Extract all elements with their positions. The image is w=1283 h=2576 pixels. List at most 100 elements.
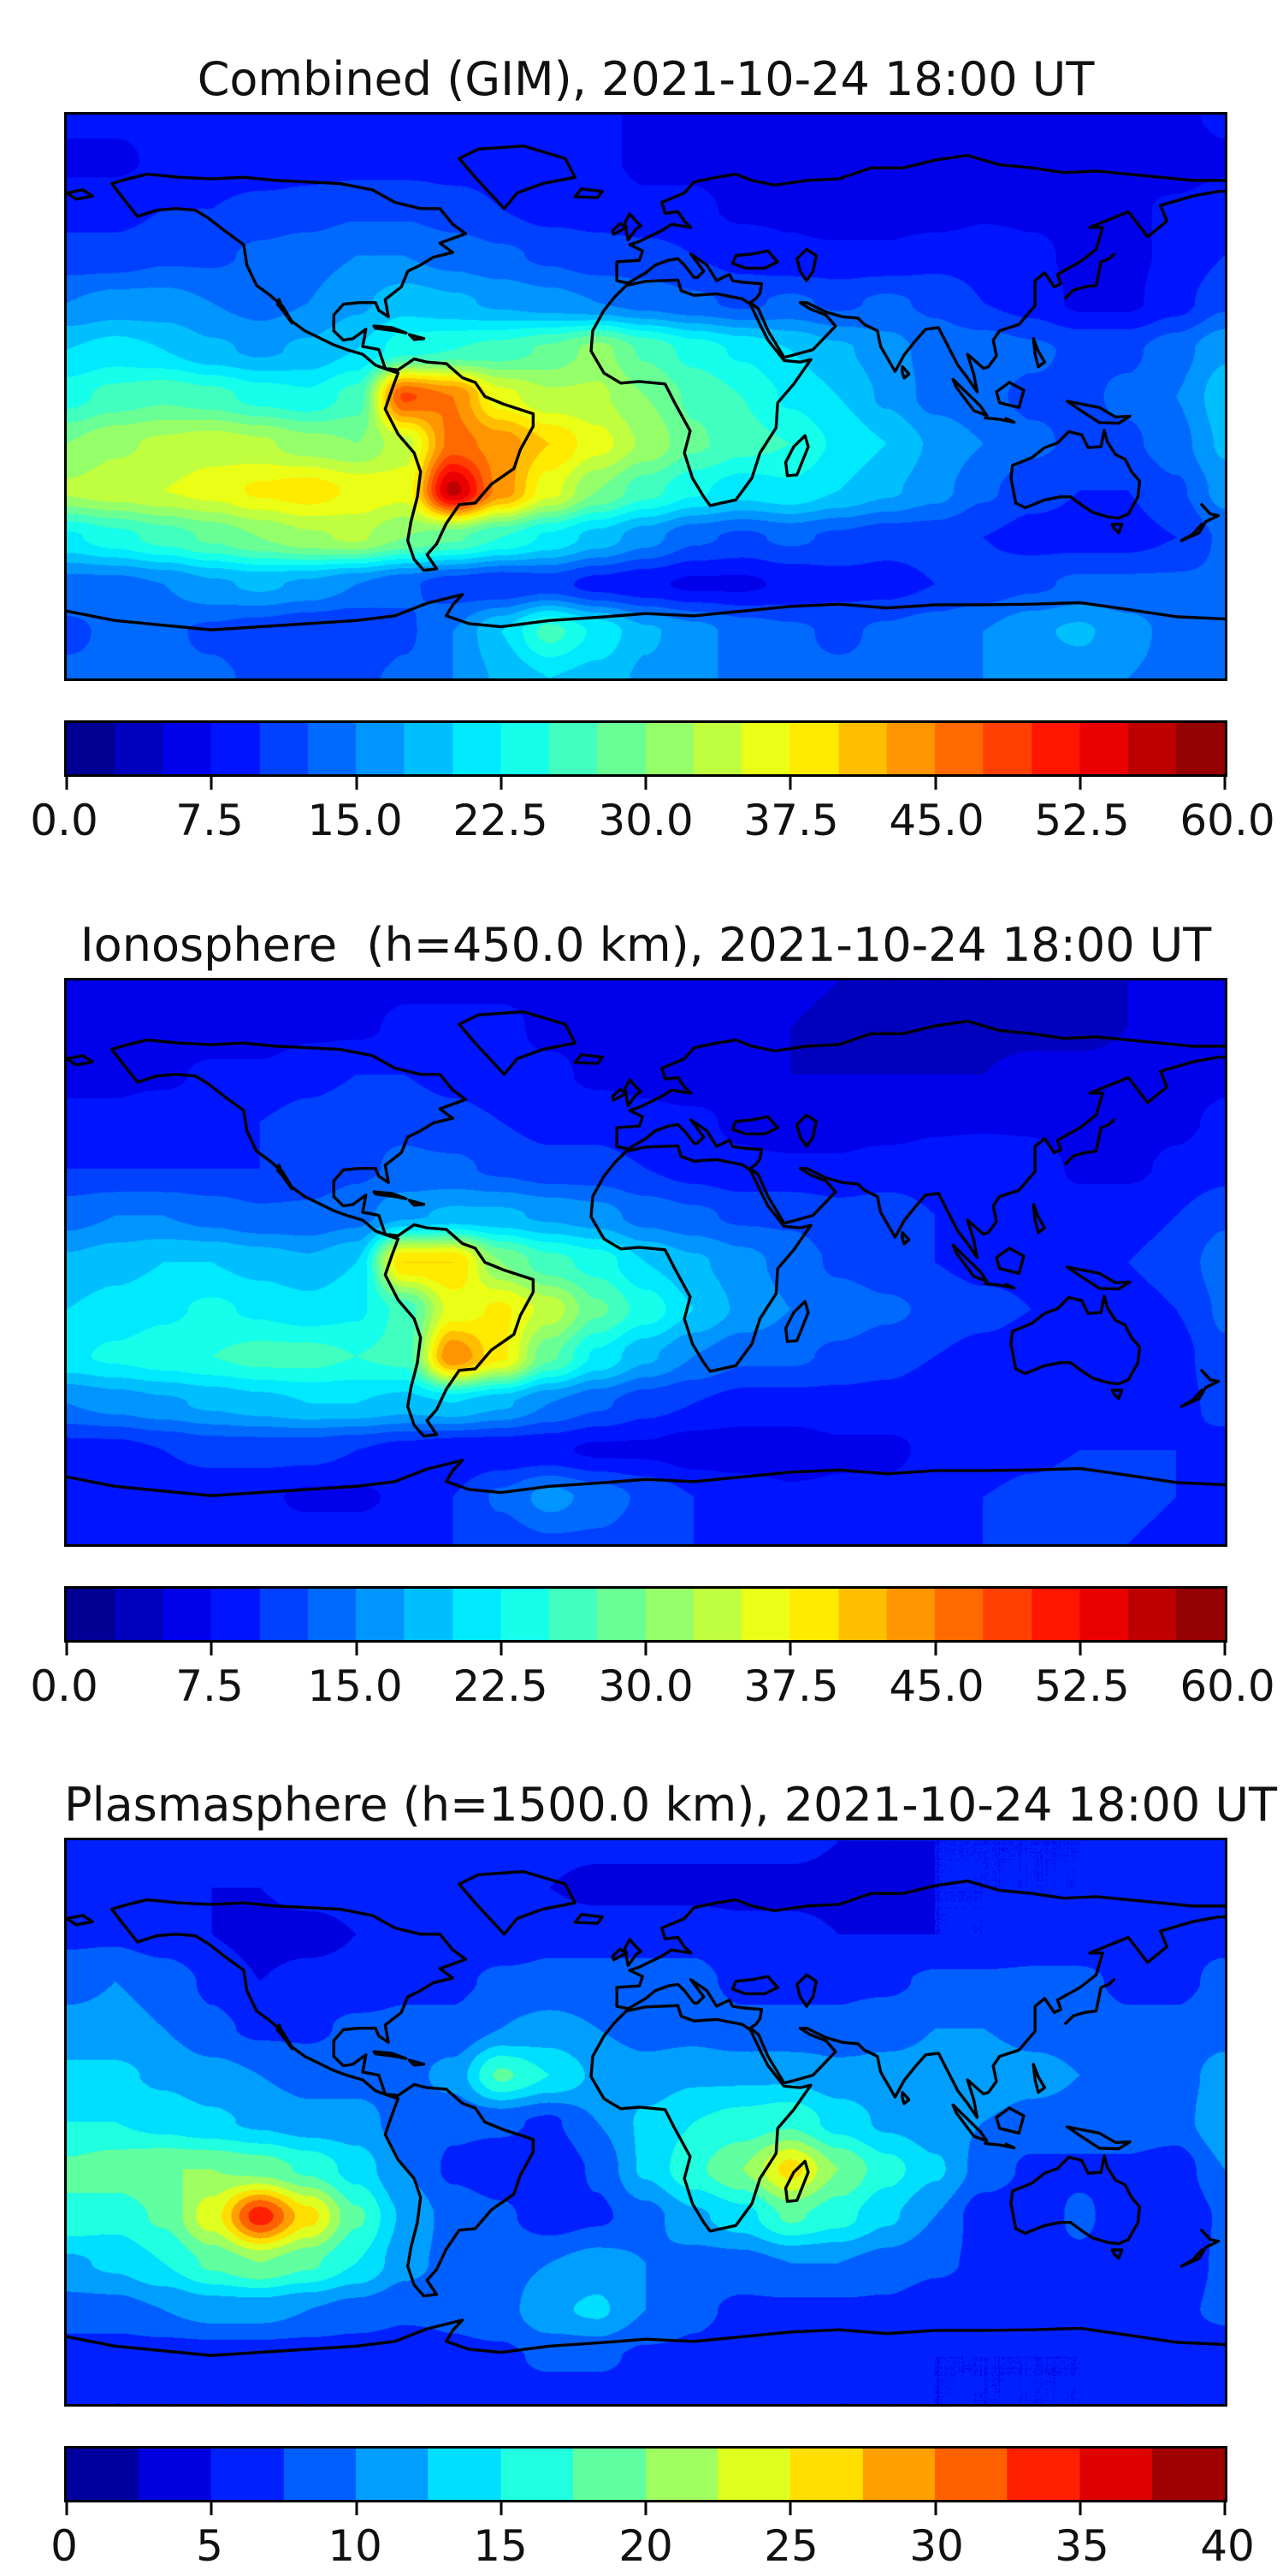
colorbar-tick-label: 0 — [50, 2521, 78, 2571]
coastline-path — [575, 1915, 602, 1923]
coastline-path — [591, 280, 811, 506]
coastline-path — [996, 382, 1024, 407]
coastline-path — [612, 223, 626, 234]
colorbar-tick-label: 0.0 — [30, 796, 98, 845]
colorbar-tick-label: 25 — [764, 2521, 819, 2571]
colorbar-tick-label: 45.0 — [889, 796, 984, 845]
colorbar-tick — [934, 777, 937, 790]
colorbar-tick-label: 7.5 — [175, 1661, 244, 1711]
colorbar-tick — [644, 1643, 647, 1655]
coastline-path — [1011, 1296, 1139, 1384]
coastline-path — [277, 1165, 292, 1188]
coastline-path — [902, 1233, 909, 1244]
colorbar-tick-label: 60.0 — [1180, 796, 1275, 845]
coastline-path — [1033, 1205, 1044, 1233]
coastline-path — [591, 2005, 811, 2231]
coastline-path — [733, 1976, 778, 1993]
colorbar-tick-label: 30 — [909, 2521, 964, 2571]
colorbar-tick-label: 15.0 — [307, 1661, 403, 1711]
coastline-path — [797, 1115, 817, 1146]
colorbar-tick — [1223, 777, 1227, 790]
coastline-path — [797, 249, 817, 281]
colorbar-tick-label: 37.5 — [743, 1661, 839, 1711]
colorbar-tick — [500, 2502, 503, 2515]
coastline-path — [612, 1089, 626, 1099]
coastline-path — [797, 1975, 817, 2006]
colorbar-tick-label: 15 — [473, 2521, 528, 2571]
colorbar-tick — [65, 1643, 68, 1655]
colorbar-tick-label: 52.5 — [1034, 796, 1130, 845]
coastline-path — [112, 1040, 534, 1436]
coastline-path — [625, 1939, 642, 1965]
colorbar-tick-label: 5 — [196, 2521, 223, 2571]
coastline-path — [1033, 2064, 1044, 2093]
coastline-path — [786, 435, 808, 476]
colorbar-tick — [789, 777, 792, 790]
coastline-path — [1066, 1980, 1114, 2023]
colorbar-tick — [65, 777, 68, 790]
coastline-path — [67, 1916, 92, 1925]
colorbar-tick — [644, 2502, 647, 2515]
coastlines-overlay — [67, 980, 1225, 1544]
coastline-path — [625, 1080, 642, 1105]
coastline-path — [786, 2161, 808, 2201]
coastline-path — [1067, 2127, 1130, 2149]
coastline-path — [410, 335, 424, 340]
tec-field-canvas — [67, 115, 1225, 678]
colorbar-tick — [355, 1643, 358, 1655]
colorbar-tick — [789, 1643, 792, 1655]
colorbar-tick — [1079, 1643, 1082, 1655]
colorbar-tick-label: 40 — [1200, 2521, 1255, 2571]
colorbar-tick-labels: 0.0 7.5 15.0 22.5 30.0 37.5 45.0 52.5 60.0 — [30, 796, 1274, 850]
coastline-path — [1067, 1267, 1130, 1289]
colorbar-tick-label: 30.0 — [598, 796, 694, 845]
coastline-path — [786, 1301, 808, 1341]
coastline-path — [67, 595, 1225, 630]
colorbar-tick — [210, 777, 213, 790]
coastline-path — [625, 214, 642, 240]
colorbar — [64, 2446, 1227, 2515]
coastline-path — [575, 189, 602, 198]
colorbar-tick — [210, 1643, 213, 1655]
tec-field-canvas — [67, 980, 1225, 1544]
tec-field-canvas — [67, 1840, 1225, 2404]
colorbar-tick-label: 20 — [618, 2521, 673, 2571]
colorbar-tick-label: 30.0 — [598, 1661, 694, 1711]
colorbar-tick-label: 37.5 — [743, 796, 839, 845]
colorbar-tick-label: 35 — [1055, 2521, 1109, 2571]
panel-plasmasphere: Plasmasphere (h=1500.0 km), 2021-10-24 1… — [50, 1777, 1277, 2576]
colorbar-tick-label: 7.5 — [175, 796, 244, 845]
coastline-path — [112, 175, 534, 571]
coastline-path — [953, 2105, 986, 2141]
coastline-path — [1033, 339, 1044, 367]
coastline-path — [277, 2025, 292, 2048]
coastline-path — [953, 1245, 986, 1281]
coastline-path — [985, 2143, 1014, 2147]
coastline-path — [410, 1200, 424, 1205]
coastlines-overlay — [67, 115, 1225, 678]
coastline-path — [953, 379, 986, 415]
colorbar-tick-label: 52.5 — [1034, 1661, 1130, 1711]
colorbar-tick — [644, 777, 647, 790]
colorbar-tick — [1223, 2502, 1227, 2515]
coastline-path — [1067, 401, 1130, 423]
coastline-path — [902, 2093, 909, 2104]
coastline-path — [410, 2060, 424, 2065]
coastline-path — [591, 1146, 811, 1371]
panel-title: Ionosphere (h=450.0 km), 2021-10-24 18:0… — [80, 918, 1212, 972]
coastline-path — [617, 1881, 1225, 2117]
coastline-path — [612, 1949, 626, 1959]
coastline-path — [733, 251, 778, 268]
colorbar-tick — [1223, 1643, 1227, 1655]
coastline-path — [1011, 430, 1139, 518]
colorbar — [64, 1586, 1227, 1655]
panel-title: Plasmasphere (h=1500.0 km), 2021-10-24 1… — [64, 1778, 1277, 1832]
panel-ionosphere: Ionosphere (h=450.0 km), 2021-10-24 18:0… — [30, 917, 1274, 1716]
coastline-path — [1011, 2156, 1139, 2244]
tec-map-combined — [64, 112, 1227, 681]
coastline-path — [902, 367, 909, 378]
colorbar-tick — [1079, 2502, 1082, 2515]
coastline-path — [1181, 1371, 1218, 1406]
colorbar-canvas — [67, 2449, 1225, 2500]
tec-map-ionosphere — [64, 978, 1227, 1547]
